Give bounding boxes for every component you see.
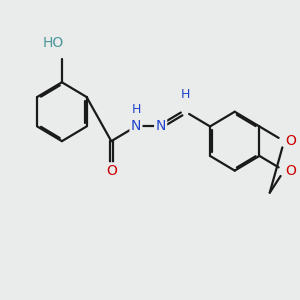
- Text: N: N: [155, 119, 166, 134]
- Text: O: O: [286, 134, 296, 148]
- Text: O: O: [106, 164, 117, 178]
- Text: H: H: [181, 88, 190, 101]
- Text: HO: HO: [43, 36, 64, 50]
- Text: N: N: [131, 119, 141, 134]
- Text: H: H: [131, 103, 141, 116]
- Text: O: O: [286, 164, 296, 178]
